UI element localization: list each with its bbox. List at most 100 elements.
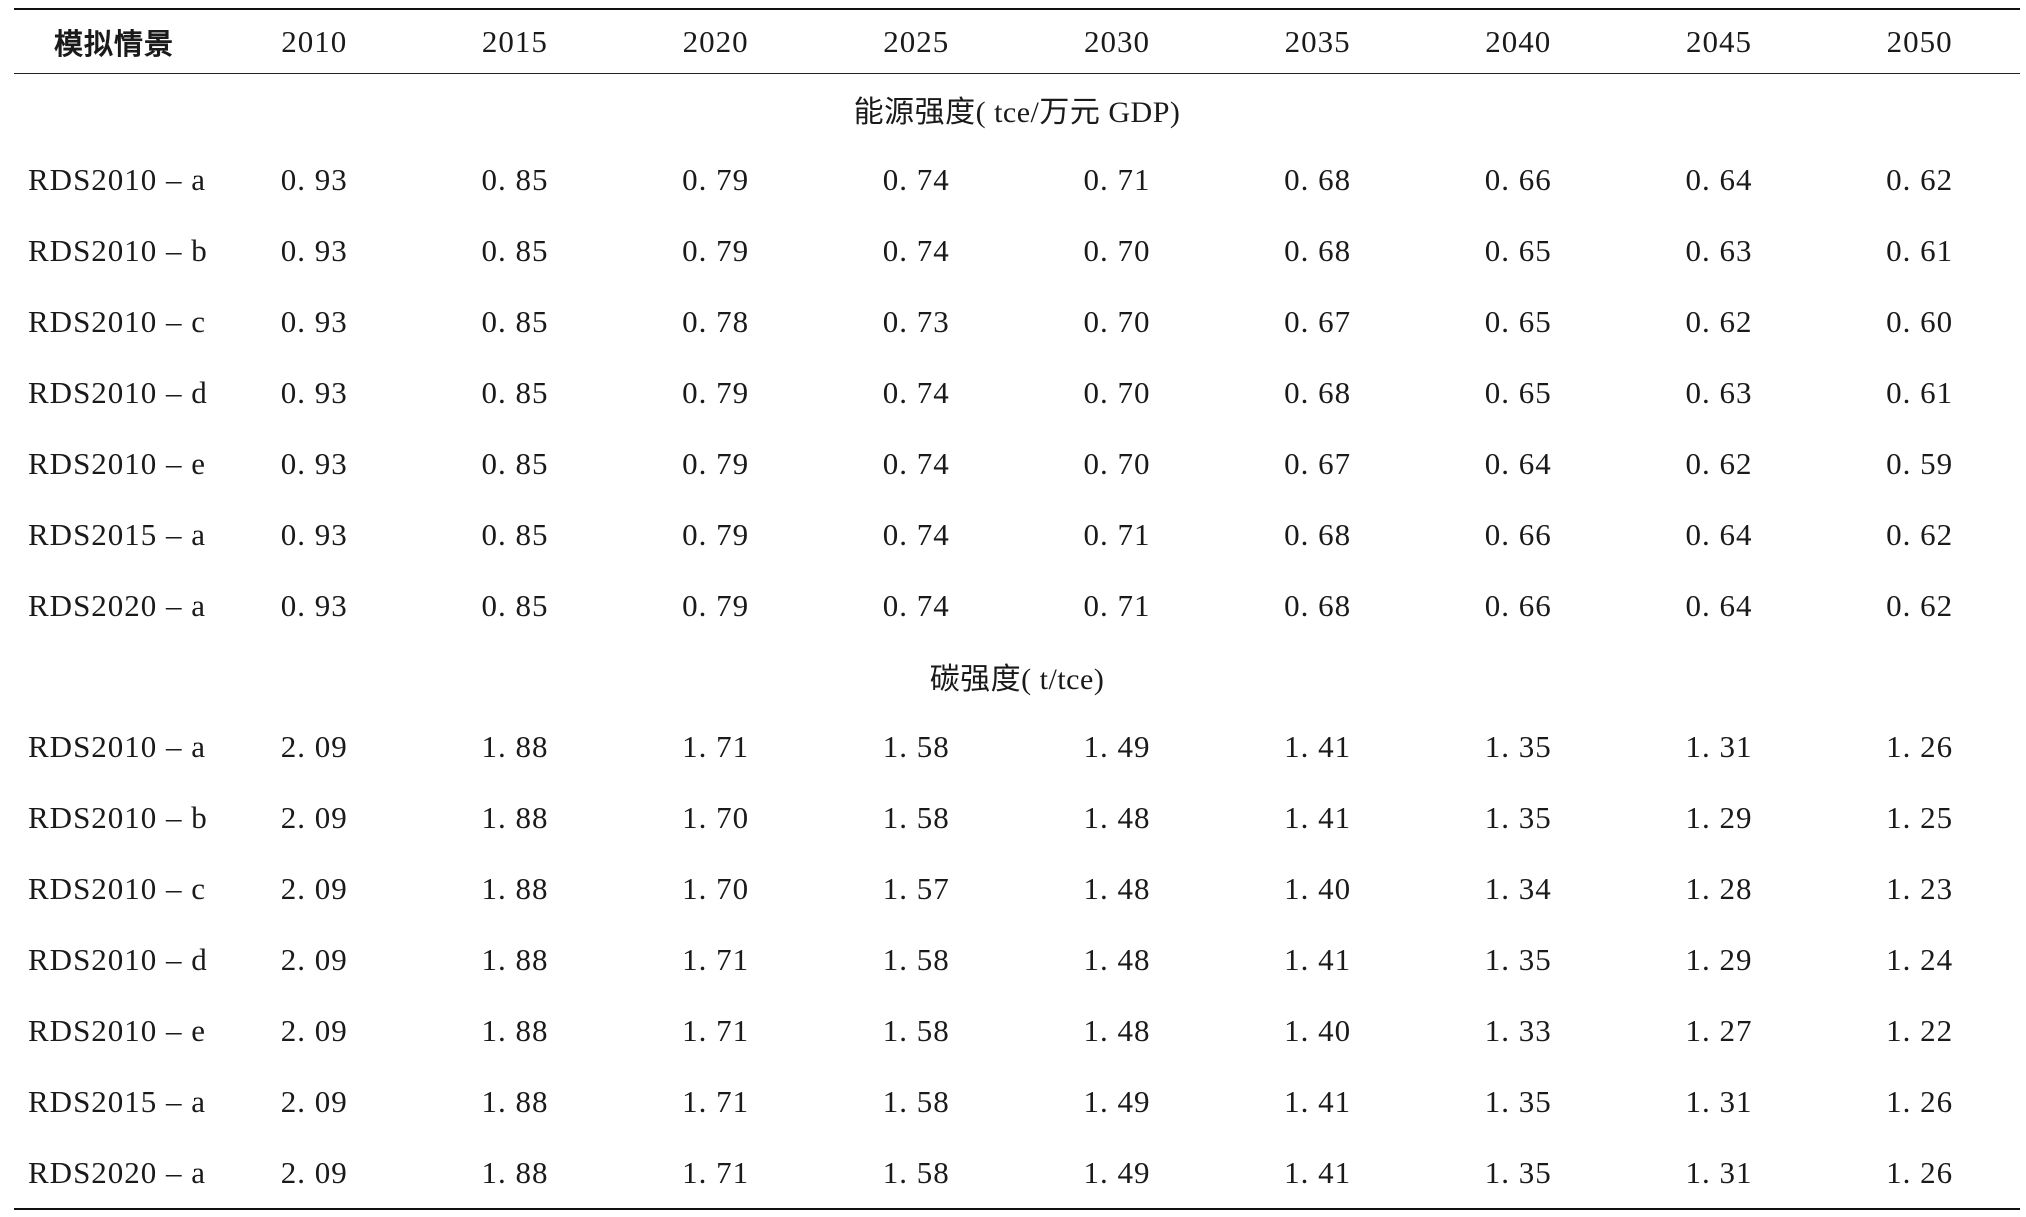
value-cell: 0. 74 bbox=[882, 587, 950, 623]
value-cell: 0. 85 bbox=[481, 232, 549, 268]
value-cell: 0. 93 bbox=[280, 232, 348, 268]
value-cell: 0. 71 bbox=[1083, 587, 1151, 623]
value-cell: 0. 66 bbox=[1484, 161, 1552, 197]
value-cell: 1. 26 bbox=[1886, 728, 1954, 764]
value-cell: 0. 62 bbox=[1886, 161, 1954, 197]
top-rule bbox=[14, 8, 2020, 10]
value-cell: 1. 24 bbox=[1886, 941, 1954, 977]
value-cell: 1. 71 bbox=[682, 728, 750, 764]
value-cell: 1. 49 bbox=[1083, 1154, 1151, 1190]
value-cell: 1. 48 bbox=[1083, 870, 1151, 906]
value-cell: 2. 09 bbox=[280, 1083, 348, 1119]
value-cell: 0. 93 bbox=[280, 161, 348, 197]
value-cell: 0. 68 bbox=[1284, 374, 1352, 410]
value-cell: 0. 62 bbox=[1886, 516, 1954, 552]
value-cell: 1. 34 bbox=[1484, 870, 1552, 906]
value-cell: 0. 61 bbox=[1886, 374, 1954, 410]
section-title: 碳强度( t/tce) bbox=[929, 663, 1105, 696]
header-scenario: 模拟情景 bbox=[53, 26, 174, 61]
header-year: 2010 bbox=[281, 23, 348, 59]
section-title: 能源强度( tce/万元 GDP) bbox=[853, 96, 1181, 129]
value-cell: 1. 23 bbox=[1886, 870, 1954, 906]
scenario-cell: RDS2010 – b bbox=[28, 799, 208, 835]
value-cell: 0. 60 bbox=[1886, 303, 1954, 339]
value-cell: 1. 58 bbox=[882, 728, 950, 764]
value-cell: 2. 09 bbox=[280, 941, 348, 977]
value-cell: 1. 33 bbox=[1484, 1012, 1552, 1048]
value-cell: 1. 40 bbox=[1284, 1012, 1352, 1048]
value-cell: 1. 88 bbox=[481, 941, 549, 977]
value-cell: 0. 63 bbox=[1685, 232, 1753, 268]
header-year: 2035 bbox=[1284, 23, 1351, 59]
value-cell: 0. 93 bbox=[280, 303, 348, 339]
header-rule bbox=[14, 73, 2020, 74]
value-cell: 1. 88 bbox=[481, 870, 549, 906]
value-cell: 2. 09 bbox=[280, 728, 348, 764]
scenario-cell: RDS2020 – a bbox=[28, 1154, 207, 1190]
value-cell: 1. 88 bbox=[481, 1083, 549, 1119]
value-cell: 1. 48 bbox=[1083, 799, 1151, 835]
value-cell: 0. 73 bbox=[882, 303, 950, 339]
section-header-row: 碳强度( t/tce) bbox=[14, 641, 2020, 711]
value-cell: 0. 66 bbox=[1484, 516, 1552, 552]
value-cell: 0. 79 bbox=[682, 587, 750, 623]
value-cell: 0. 74 bbox=[882, 445, 950, 481]
value-cell: 1. 58 bbox=[882, 1083, 950, 1119]
table-row: RDS2020 – a 2. 09 1. 88 1. 71 1. 58 1. 49 1. 4… bbox=[14, 1137, 2020, 1208]
value-cell: 0. 66 bbox=[1484, 587, 1552, 623]
header-year: 2020 bbox=[682, 23, 749, 59]
value-cell: 1. 49 bbox=[1083, 728, 1151, 764]
value-cell: 0. 71 bbox=[1083, 161, 1151, 197]
value-cell: 0. 64 bbox=[1685, 516, 1753, 552]
table-row: RDS2010 – c 2. 09 1. 88 1. 70 1. 57 1. 48 1. 4… bbox=[14, 853, 2020, 924]
table-row: RDS2010 – e 0. 93 0. 85 0. 79 0. 74 0. 70 0. 6… bbox=[14, 428, 2020, 499]
scenario-cell: RDS2010 – e bbox=[28, 1012, 207, 1048]
value-cell: 0. 65 bbox=[1484, 374, 1552, 410]
value-cell: 1. 35 bbox=[1484, 1083, 1552, 1119]
scenario-cell: RDS2010 – d bbox=[28, 941, 208, 977]
value-cell: 0. 85 bbox=[481, 445, 549, 481]
value-cell: 0. 61 bbox=[1886, 232, 1954, 268]
value-cell: 0. 85 bbox=[481, 587, 549, 623]
value-cell: 0. 85 bbox=[481, 303, 549, 339]
header-row: 模拟情景 2010 2015 2020 2025 2030 2035 2040 … bbox=[14, 10, 2020, 73]
value-cell: 0. 68 bbox=[1284, 587, 1352, 623]
value-cell: 0. 79 bbox=[682, 232, 750, 268]
header-year: 2030 bbox=[1083, 23, 1150, 59]
value-cell: 0. 85 bbox=[481, 161, 549, 197]
header-year: 2050 bbox=[1886, 23, 1953, 59]
value-cell: 1. 22 bbox=[1886, 1012, 1954, 1048]
value-cell: 0. 85 bbox=[481, 516, 549, 552]
value-cell: 0. 71 bbox=[1083, 516, 1151, 552]
table-row: RDS2010 – a 2. 09 1. 88 1. 71 1. 58 1. 49 1. 4… bbox=[14, 711, 2020, 782]
table-row: RDS2010 – e 2. 09 1. 88 1. 71 1. 58 1. 48 1. 4… bbox=[14, 995, 2020, 1066]
value-cell: 0. 79 bbox=[682, 445, 750, 481]
value-cell: 0. 93 bbox=[280, 445, 348, 481]
value-cell: 0. 65 bbox=[1484, 232, 1552, 268]
value-cell: 0. 70 bbox=[1083, 445, 1151, 481]
scenario-cell: RDS2010 – a bbox=[28, 161, 207, 197]
value-cell: 1. 88 bbox=[481, 799, 549, 835]
section-header-row: 能源强度( tce/万元 GDP) bbox=[14, 74, 2020, 144]
value-cell: 0. 93 bbox=[280, 587, 348, 623]
value-cell: 2. 09 bbox=[280, 870, 348, 906]
value-cell: 0. 63 bbox=[1685, 374, 1753, 410]
value-cell: 1. 71 bbox=[682, 1154, 750, 1190]
table-body: 能源强度( tce/万元 GDP) RDS2010 – a 0. 93 0. 85 0.… bbox=[14, 74, 2020, 1208]
value-cell: 1. 70 bbox=[682, 799, 750, 835]
header-year: 2015 bbox=[481, 23, 548, 59]
value-cell: 1. 28 bbox=[1685, 870, 1753, 906]
value-cell: 0. 74 bbox=[882, 161, 950, 197]
value-cell: 0. 78 bbox=[682, 303, 750, 339]
data-table: 模拟情景 2010 2015 2020 2025 2030 2035 2040 … bbox=[14, 8, 2020, 1210]
value-cell: 2. 09 bbox=[280, 1154, 348, 1190]
header-year: 2045 bbox=[1685, 23, 1752, 59]
value-cell: 1. 35 bbox=[1484, 1154, 1552, 1190]
value-cell: 0. 64 bbox=[1484, 445, 1552, 481]
value-cell: 1. 57 bbox=[882, 870, 950, 906]
header-year: 2025 bbox=[883, 23, 950, 59]
value-cell: 1. 88 bbox=[481, 728, 549, 764]
value-cell: 0. 93 bbox=[280, 374, 348, 410]
scenario-cell: RDS2010 – a bbox=[28, 728, 207, 764]
value-cell: 1. 35 bbox=[1484, 941, 1552, 977]
